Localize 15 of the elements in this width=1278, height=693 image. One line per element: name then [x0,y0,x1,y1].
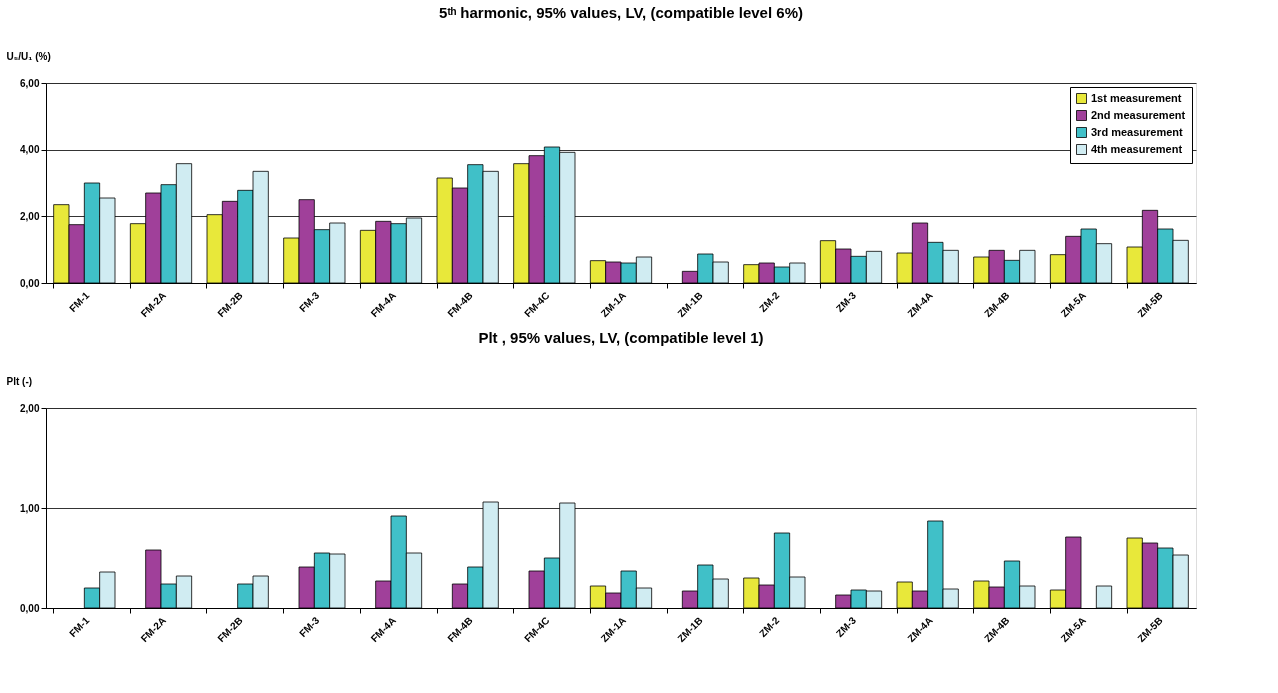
y-axis-title: Plt (-) [6,375,33,387]
y-axis-title: U₅/U₁ (%) [6,50,51,62]
y-tick-label: 0,00 [20,602,40,614]
chart-title: Plt , 95% values, LV, (compatible level 1) [478,329,764,346]
y-tick-label: 2,00 [20,210,40,222]
legend-label: 1st measurement [1091,91,1182,104]
y-tick-label: 6,00 [20,77,40,89]
legend-label: 3rd measurement [1091,125,1184,138]
y-tick-label: 1,00 [20,502,40,514]
legend-label: 2nd measurement [1091,108,1186,121]
y-tick-label: 4,00 [20,144,40,156]
y-tick-label: 0,00 [20,277,40,289]
chart-title: 5ᵗʰ harmonic, 95% values, LV, (compatible level 6%) [439,4,803,21]
legend-label: 4th measurement [1091,142,1183,155]
y-tick-label: 2,00 [20,402,40,414]
